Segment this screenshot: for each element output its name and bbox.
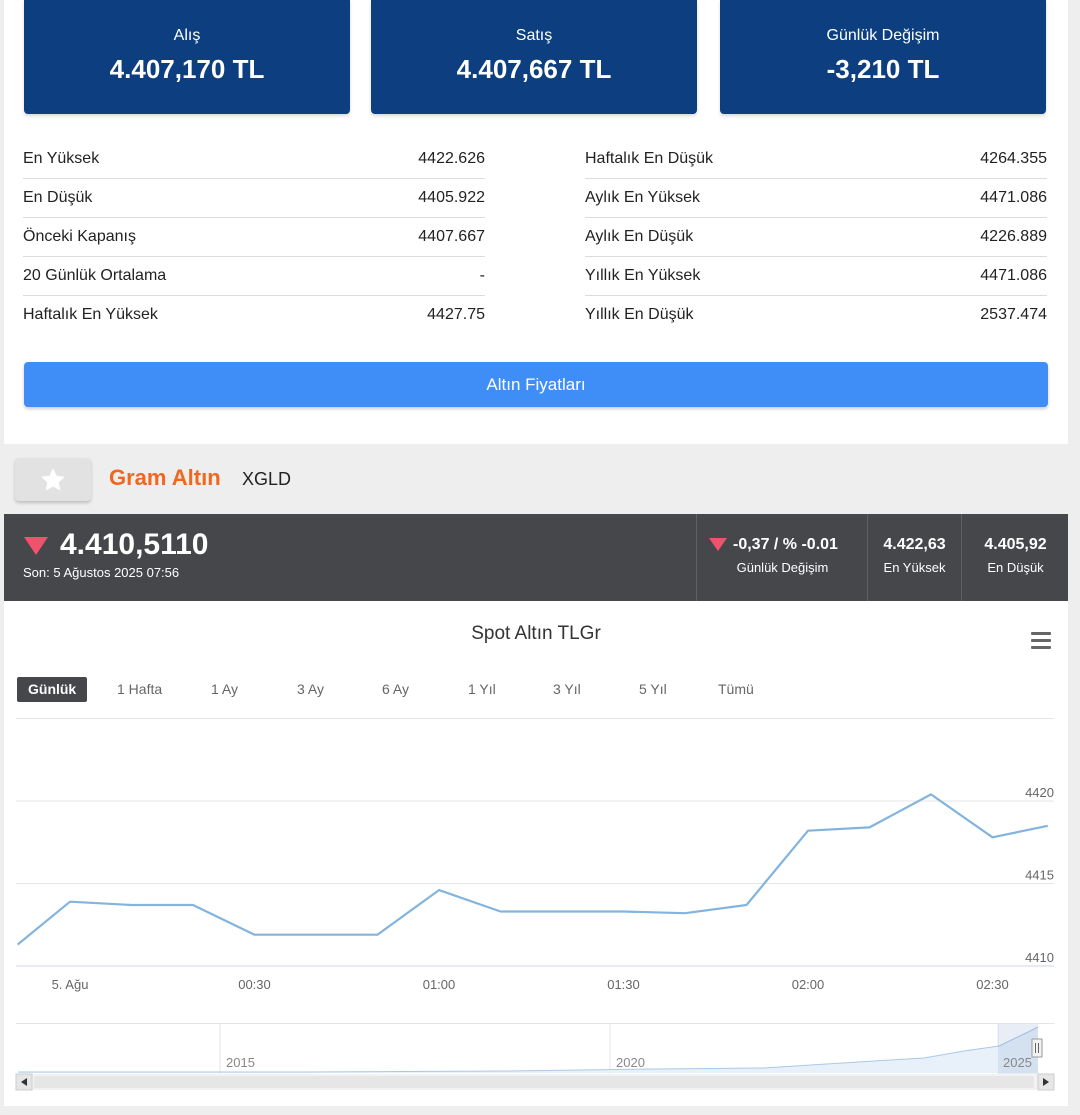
stat-label: Aylık En Yüksek [585,189,701,206]
scroll-right-icon[interactable] [1043,1078,1049,1086]
stat-value: 4226.889 [980,228,1047,245]
navigator-label: 2020 [616,1055,645,1070]
series-layer [17,793,1049,946]
sell-value: 4.407,667 TL [456,54,612,84]
stat-row: Yıllık En Düşük 2537.474 [585,296,1047,334]
high-cell: 4.422,63 En Yüksek [867,514,961,601]
stat-value: 4471.086 [980,189,1047,206]
range-button-daily[interactable]: Günlük [17,677,88,702]
daily-change-cell: -0,37 / % -0.01 Günlük Değişim [696,514,868,601]
x-tick-label: 02:30 [976,977,1009,992]
daily-change-label: Günlük Değişim [826,27,940,44]
low-label: En Düşük [987,560,1044,575]
range-button-3m[interactable]: 3 Ay [297,681,324,697]
x-tick-label: 00:30 [238,977,271,992]
stat-label: Yıllık En Düşük [585,306,694,323]
daily-change-label: Günlük Değişim [736,560,829,575]
navigator-label: 2025 [1003,1055,1032,1070]
down-arrow-icon [24,537,48,555]
stat-row: Yıllık En Yüksek 4471.086 [585,257,1047,296]
navigator[interactable]: 2015 2020 2025 [16,1023,1054,1074]
grid-lines [16,718,1054,967]
x-tick-label: 02:00 [792,977,825,992]
y-tick-label: 4420 [1025,785,1054,800]
range-button-5y[interactable]: 5 Yıl [639,681,667,697]
stat-value: 4471.086 [980,267,1047,284]
range-button-6m[interactable]: 6 Ay [382,681,409,697]
navigator-label: 2015 [226,1055,255,1070]
stat-row: Önceki Kapanış 4407.667 [23,218,485,257]
low-cell: 4.405,92 En Düşük [961,514,1069,601]
stat-label: Haftalık En Yüksek [23,306,158,323]
range-button-1m[interactable]: 1 Ay [211,681,238,697]
stat-value: 2537.474 [980,306,1047,323]
stat-row: 20 Günlük Ortalama - [23,257,485,296]
last-update-time: Son: 5 Ağustos 2025 07:56 [23,565,180,580]
x-axis-ticks: 5. Ağu 00:30 01:00 01:30 02:00 02:30 [52,977,1009,992]
stats-right: Haftalık En Düşük 4264.355 Aylık En Yükse… [585,140,1047,334]
stat-label: Haftalık En Düşük [585,150,714,167]
star-icon [41,467,65,491]
gold-summary-card: Alış 4.407,170 TL Satış 4.407,667 TL Gün… [4,0,1068,444]
y-tick-label: 4410 [1025,950,1054,965]
sell-label: Satış [515,27,553,44]
stat-label: Önceki Kapanış [23,228,136,245]
chart-card: Spot Altın TLGr Günlük 1 Hafta 1 Ay 3 Ay… [4,601,1068,1106]
series-line[interactable] [17,793,1049,946]
sell-price-box: Satış 4.407,667 TL [371,0,697,114]
stat-value: 4427.75 [427,306,485,323]
stat-value: 4405.922 [418,189,485,206]
gold-prices-button[interactable]: Altın Fiyatları [24,362,1048,407]
high-value: 4.422,63 [883,536,946,553]
stat-row: Haftalık En Düşük 4264.355 [585,140,1047,179]
range-button-1w[interactable]: 1 Hafta [117,681,163,697]
stat-label: En Düşük [23,189,93,206]
last-price: 4.410,5110 [60,528,209,561]
high-label: En Yüksek [883,560,946,575]
stat-row: En Yüksek 4422.626 [23,140,485,179]
daily-change-box: Günlük Değişim -3,210 TL [720,0,1046,114]
stat-label: En Yüksek [23,150,100,167]
stat-row: Aylık En Düşük 4226.889 [585,218,1047,257]
x-tick-label: 5. Ağu [52,977,89,992]
buy-price-box: Alış 4.407,170 TL [24,0,350,114]
daily-change-value: -0,37 / % -0.01 [733,536,838,553]
stat-row: Haftalık En Yüksek 4427.75 [23,296,485,334]
low-value: 4.405,92 [984,536,1047,553]
price-line-chart[interactable]: 4410 4415 4420 5. Ağu 00:30 01:00 01:30 02:00 0… [4,701,1068,1101]
favorite-button[interactable] [15,458,91,501]
quote-bar: 4.410,5110 Son: 5 Ağustos 2025 07:56 -0,… [4,514,1068,601]
stat-row: Aylık En Yüksek 4471.086 [585,179,1047,218]
instrument-code: XGLD [242,469,292,489]
range-button-1y[interactable]: 1 Yıl [468,681,496,697]
stats-left: En Yüksek 4422.626 En Düşük 4405.922 Öncek… [23,140,485,334]
down-arrow-icon [709,538,727,551]
stat-label: Yıllık En Yüksek [585,267,701,284]
y-axis-ticks: 4410 4415 4420 [1025,785,1054,965]
stat-value: 4264.355 [980,150,1047,167]
stat-row: En Düşük 4405.922 [23,179,485,218]
range-button-all[interactable]: Tümü [718,681,754,697]
chart-title: Spot Altın TLGr [471,623,601,644]
x-tick-label: 01:00 [423,977,456,992]
buy-label: Alış [173,27,201,44]
daily-change-value: -3,210 TL [826,54,940,84]
instrument-name: Gram Altın [109,465,221,490]
navigator-handle[interactable] [1031,1038,1043,1058]
stat-value: - [479,267,485,284]
stat-value: 4422.626 [418,150,485,167]
range-button-3y[interactable]: 3 Yıl [553,681,581,697]
stat-label: Aylık En Düşük [585,228,694,245]
navigator-scrollbar[interactable] [15,1073,1055,1091]
menu-icon[interactable] [1031,632,1051,649]
scroll-left-icon[interactable] [21,1078,27,1086]
y-tick-label: 4415 [1025,868,1054,883]
stat-label: 20 Günlük Ortalama [23,267,167,284]
buy-value: 4.407,170 TL [109,54,265,84]
stat-value: 4407.667 [418,228,485,245]
x-tick-label: 01:30 [607,977,640,992]
